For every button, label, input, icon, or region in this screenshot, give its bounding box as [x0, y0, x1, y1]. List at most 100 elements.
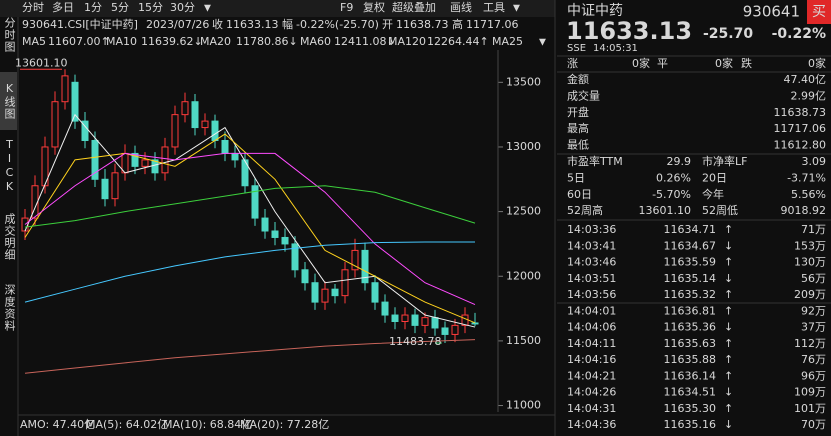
toolbar-item[interactable]: 1分	[84, 1, 102, 14]
info-open: 11638.73	[396, 18, 449, 31]
y-tick-label: 12000	[506, 269, 541, 282]
info-code: 930641.CSI[中证中药]	[22, 18, 138, 31]
tick-arrow: ↓	[724, 321, 733, 334]
candle-body	[91, 140, 99, 180]
info-high: 11717.06	[466, 18, 519, 31]
tick-arrow: ↑	[724, 337, 733, 350]
breadth-value: 0家	[715, 56, 733, 70]
tick-price: 11635.63	[664, 337, 717, 350]
tick-time: 14:03:36	[567, 223, 616, 236]
tick-price: 11635.14	[664, 272, 717, 285]
candle-body	[381, 301, 389, 316]
tick-price: 11635.30	[664, 402, 717, 415]
pair-label: 5日	[567, 171, 585, 184]
y-tick-label: 12500	[506, 205, 541, 218]
candle-body	[351, 249, 359, 271]
candle-body	[441, 327, 449, 335]
tick-arrow: ↓	[724, 386, 733, 399]
pair-label: 52周低	[702, 204, 738, 217]
buy-label[interactable]: 买	[812, 4, 826, 20]
tick-volume: 153万	[794, 239, 826, 252]
tick-volume: 96万	[801, 369, 826, 382]
tick-time: 14:04:36	[567, 418, 616, 431]
tick-time: 14:04:31	[567, 402, 616, 415]
breadth-label: 跌	[741, 56, 752, 70]
breadth-value: 0家	[808, 56, 826, 70]
candle-body	[131, 152, 139, 167]
candle-body	[271, 230, 279, 238]
tick-time: 14:04:16	[567, 353, 616, 366]
ma-legend-value: 11780.86↓	[236, 35, 298, 48]
tick-volume: 209万	[794, 288, 826, 301]
tick-volume: 70万	[801, 418, 826, 431]
info-high-label: 高	[452, 17, 463, 31]
ma-legend-name: MA120	[388, 35, 426, 48]
ma-line	[24, 113, 476, 328]
buy-button[interactable]	[807, 0, 831, 24]
ma-legend-value: 12264.44↑	[427, 35, 489, 48]
volume-stat: MA(10): 68.84亿	[163, 418, 252, 431]
tick-volume: 71万	[801, 223, 826, 236]
tick-price: 11635.88	[664, 353, 717, 366]
side-tab[interactable]: TICK	[3, 138, 16, 194]
toolbar-item[interactable]: 5分	[111, 1, 129, 14]
quote-pct: -0.22%	[772, 26, 826, 42]
tick-time: 14:03:41	[567, 239, 616, 252]
quote-code: 930641	[743, 3, 800, 21]
quote-name: 中证中药	[567, 3, 623, 19]
toolbar-item[interactable]: 工具	[483, 1, 505, 14]
toolbar-item[interactable]: 30分	[170, 1, 195, 14]
pair-value: 29.9	[667, 155, 692, 168]
dropdown-icon[interactable]: ▼	[513, 4, 520, 14]
toolbar-item[interactable]: 分时	[22, 1, 44, 14]
ma-more[interactable]: MA25	[492, 35, 523, 48]
candle-body	[341, 269, 349, 297]
quote-time: 14:05:31	[593, 43, 638, 54]
toolbar-item[interactable]: 画线	[450, 0, 472, 14]
side-tab[interactable]: K线图	[3, 82, 16, 120]
side-tab[interactable]: 分时图	[3, 17, 16, 53]
candle-body	[71, 81, 79, 122]
breadth-label: 平	[657, 57, 668, 70]
candle-body	[111, 172, 119, 200]
tick-price: 11636.81	[664, 304, 717, 317]
tick-time: 14:03:56	[567, 288, 616, 301]
candle-body	[51, 101, 59, 148]
candle-body	[391, 314, 399, 322]
tick-volume: 37万	[801, 321, 826, 334]
dropdown-icon[interactable]: ▼	[539, 38, 546, 48]
candle-body	[171, 114, 179, 148]
pair-value: -3.71%	[787, 171, 826, 184]
tick-time: 14:04:26	[567, 386, 616, 399]
toolbar-item[interactable]: 多日	[52, 0, 74, 14]
y-tick-label: 11500	[506, 334, 541, 347]
tick-volume: 76万	[801, 353, 826, 366]
volume-stat: AMO: 47.40亿	[20, 418, 95, 431]
tick-price: 11634.71	[664, 223, 717, 236]
tick-time: 14:03:46	[567, 256, 616, 269]
volume-stat: MA(5): 64.02亿	[86, 418, 168, 431]
pair-label: 60日	[567, 188, 592, 201]
tick-arrow: ↑	[724, 288, 733, 301]
candle-body	[201, 120, 209, 129]
tick-price: 11634.67	[664, 239, 717, 252]
ma-line	[24, 185, 476, 228]
tick-volume: 101万	[794, 402, 826, 415]
toolbar-item[interactable]: F9	[340, 1, 353, 14]
stat-value: 11717.06	[774, 122, 827, 135]
toolbar-item[interactable]: 超级叠加	[392, 0, 436, 14]
dropdown-icon[interactable]: ▼	[204, 4, 211, 14]
pair-value: 9018.92	[781, 204, 827, 217]
candle-body	[411, 314, 419, 326]
ma-line	[24, 133, 476, 324]
side-tab[interactable]: 深度资料	[3, 284, 16, 332]
pair-label: 20日	[702, 171, 727, 184]
side-tab[interactable]: 成交明细	[3, 213, 16, 261]
pair-value: -5.70%	[652, 188, 691, 201]
toolbar-item[interactable]: 15分	[138, 1, 163, 14]
toolbar-item[interactable]: 复权	[363, 0, 385, 14]
tick-arrow: ↓	[724, 418, 733, 431]
